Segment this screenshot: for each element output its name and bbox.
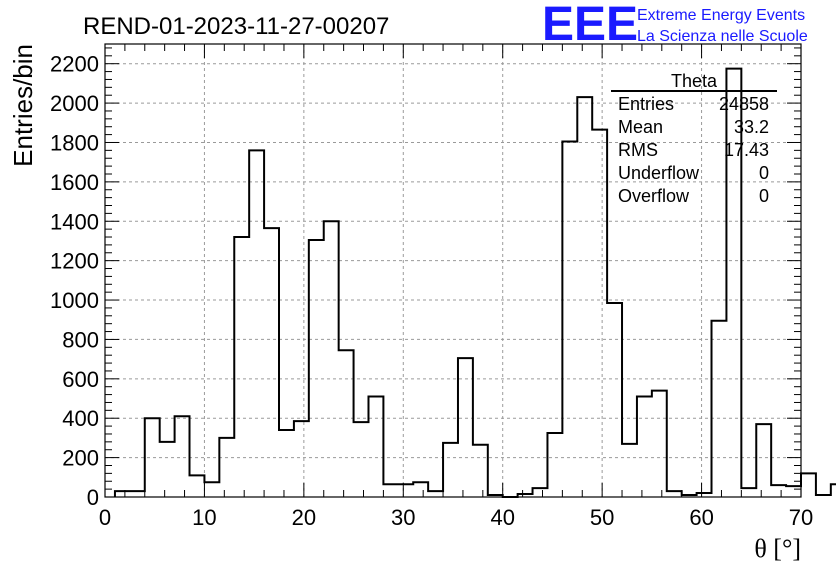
y-axis-title: Entries/bin [8,44,38,167]
histogram-bin [712,321,727,497]
tick-labels: 0 10 20 30 40 50 60 70 0 200 400 600 800 1000 1200 1400… [50,52,813,530]
histogram-bin [741,488,756,497]
histogram-bin [354,422,369,497]
y-tick-label: 1000 [50,288,99,313]
y-tick-label: 800 [62,327,99,352]
histogram-bin [756,424,771,497]
histogram-bin [443,443,458,497]
x-tick-label: 10 [192,505,216,530]
histogram-bin [249,150,264,497]
stats-title: Theta [671,71,718,91]
stats-value-rms: 17.43 [724,140,769,160]
y-tick-label: 0 [87,485,99,510]
histogram-bin [786,486,801,497]
histogram-bin [607,303,622,497]
y-tick-label: 400 [62,406,99,431]
histogram-bin [637,397,652,497]
histogram-bin [801,473,816,497]
histogram-bin [383,484,398,497]
y-tick-label: 2200 [50,52,99,77]
histogram-bin [190,475,205,497]
grid [105,44,801,497]
eee-logo: EEE Extreme Energy Events La Scienza nel… [542,0,808,51]
plot-frame [104,43,802,498]
y-tick-label: 1800 [50,130,99,155]
histogram-bin [622,444,637,497]
y-tick-label: 1400 [50,209,99,234]
histogram-bin [204,482,219,497]
histogram-bin [562,141,577,497]
histogram-bin [309,240,324,497]
histogram-bin [279,430,294,497]
histogram-bin [234,237,249,497]
histogram-bin [458,358,473,497]
stats-value-mean: 33.2 [734,117,769,137]
axis-ticks [104,44,802,498]
y-tick-label: 2000 [50,91,99,116]
histogram-bin [339,350,354,497]
histogram-bin [145,418,160,497]
y-tick-label: 1600 [50,170,99,195]
histogram-bin [652,391,667,497]
histogram-bin [413,482,428,497]
histogram-series [113,67,836,498]
stats-value-underflow: 0 [759,163,769,183]
stats-value-entries: 24858 [719,94,769,114]
x-tick-label: 70 [789,505,813,530]
stats-label-rms: RMS [618,140,658,160]
stats-label-overflow: Overflow [618,186,690,206]
logo-caption-line2: La Scienza nelle Scuole [637,28,808,45]
histogram-bin [294,421,309,497]
stats-box: Theta Entries 24858 Mean 33.2 RMS 17.43 Underfl… [611,71,777,206]
stats-value-overflow: 0 [759,186,769,206]
y-tick-label: 600 [62,367,99,392]
logo-mark: EEE [542,0,638,51]
y-tick-label: 200 [62,446,99,471]
histogram-bin [175,416,190,497]
stats-label-mean: Mean [618,117,663,137]
stats-label-underflow: Underflow [618,163,700,183]
logo-caption-line1: Extreme Energy Events [637,7,805,24]
histogram-bin [547,433,562,497]
x-tick-label: 0 [99,505,111,530]
histogram-bin [160,442,175,497]
y-tick-label: 1200 [50,249,99,274]
histogram-bin [473,445,488,497]
histogram-bin [324,221,339,497]
histogram-bin [398,484,413,497]
histogram-bin [368,397,383,497]
histogram-bin [771,485,786,497]
x-tick-label: 50 [590,505,614,530]
histogram-bin [592,130,607,497]
x-tick-label: 30 [391,505,415,530]
histogram-bin [219,438,234,497]
x-tick-label: 20 [292,505,316,530]
histogram-bin [264,228,279,497]
stats-label-entries: Entries [618,94,674,114]
histogram-bin [577,97,592,497]
run-title: REND-01-2023-11-27-00207 [83,13,389,40]
x-tick-label: 40 [490,505,514,530]
x-axis-title: θ [°] [754,534,801,563]
x-tick-label: 60 [689,505,713,530]
histogram-bin [533,488,548,497]
histogram-outline [113,67,836,498]
